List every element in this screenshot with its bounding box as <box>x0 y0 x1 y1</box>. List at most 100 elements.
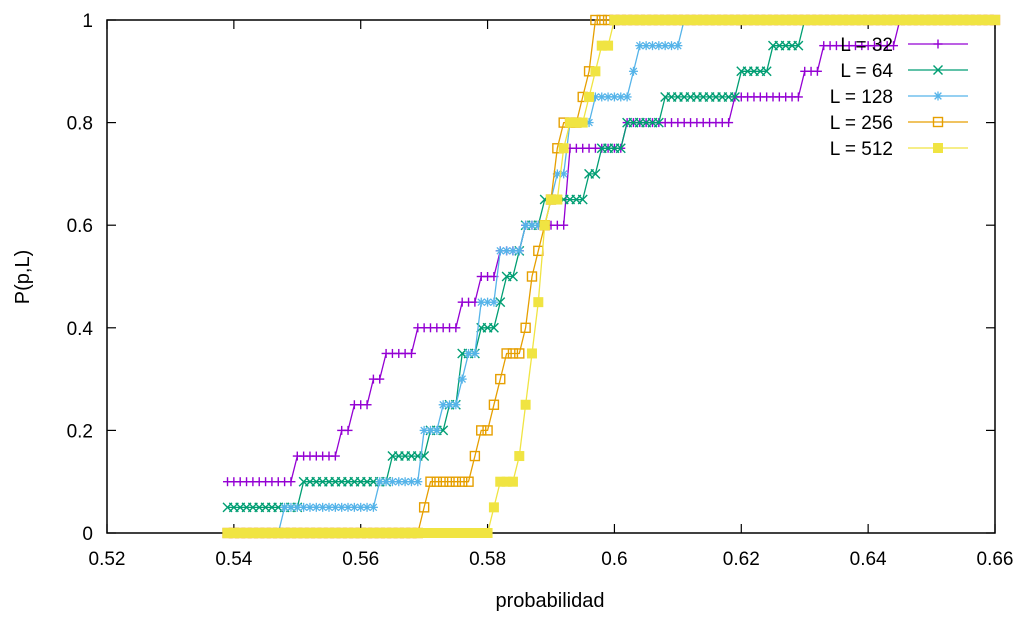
data-point <box>514 246 524 256</box>
series-layer <box>222 14 1001 539</box>
data-point <box>501 348 512 359</box>
data-point <box>286 477 296 487</box>
axis-ticks: 0.52 0.54 0.56 0.58 0.6 0.62 0.64 0.66 0 0.2 0.4 0.… <box>67 11 1014 570</box>
data-point <box>615 143 626 154</box>
data-point <box>603 40 614 51</box>
data-point <box>507 271 518 282</box>
x-tick-label: 0.52 <box>89 549 126 570</box>
data-point <box>635 41 645 51</box>
x-tick-label: 0.58 <box>469 549 506 570</box>
data-point <box>889 41 899 51</box>
data-point <box>514 451 525 462</box>
x-tick-label: 0.64 <box>850 549 887 570</box>
data-point <box>343 425 353 435</box>
x-tick-label: 0.66 <box>977 549 1014 570</box>
y-tick-label: 0.2 <box>67 421 93 442</box>
data-point <box>469 450 481 462</box>
data-point <box>375 374 385 384</box>
data-point <box>559 220 569 230</box>
data-point <box>451 323 461 333</box>
data-point <box>418 502 430 513</box>
data-point <box>431 476 443 487</box>
x-tick-label: 0.54 <box>215 549 252 570</box>
data-point <box>526 271 538 282</box>
data-point <box>444 476 455 487</box>
data-point <box>482 425 493 436</box>
series-l-512 <box>222 15 1000 538</box>
data-point <box>362 400 372 410</box>
data-point <box>476 425 487 436</box>
data-point <box>318 502 328 512</box>
data-point <box>445 400 455 410</box>
legend-label: L = 512 <box>830 139 893 160</box>
data-point <box>292 502 302 512</box>
data-point <box>464 348 474 358</box>
data-point <box>577 194 588 205</box>
data-point <box>463 476 474 487</box>
data-point <box>337 502 347 512</box>
y-tick-label: 0.6 <box>67 216 93 237</box>
legend-label: L = 256 <box>830 113 893 134</box>
data-point <box>470 348 480 358</box>
x-axis-title: probabilidad <box>496 590 605 612</box>
data-point <box>488 399 500 410</box>
data-point <box>622 92 632 102</box>
data-point <box>457 476 468 487</box>
legend-entry: L = 512 <box>830 139 968 160</box>
data-point <box>299 502 309 512</box>
data-point <box>489 297 499 307</box>
data-point <box>526 348 537 359</box>
y-tick-label: 1 <box>82 11 93 32</box>
data-point <box>761 66 772 77</box>
data-point <box>368 502 378 512</box>
data-point <box>451 400 461 410</box>
data-point <box>990 15 1000 25</box>
data-point <box>406 348 416 358</box>
data-point <box>507 348 519 359</box>
data-point <box>457 374 467 384</box>
data-point <box>577 117 588 128</box>
data-point <box>590 14 601 26</box>
x-tick-label: 0.56 <box>342 549 379 570</box>
legend: L = 32 L = 64 L = 128 L = 256 L = 512 <box>830 35 968 160</box>
legend-entry: L = 256 <box>830 113 968 134</box>
data-point <box>450 476 462 487</box>
data-point <box>933 91 943 101</box>
plot-frame <box>106 19 996 534</box>
data-point <box>507 476 518 487</box>
data-point <box>628 66 638 76</box>
y-tick-label: 0.8 <box>67 114 93 135</box>
data-point <box>425 476 436 487</box>
data-point <box>584 91 595 102</box>
y-tick-label: 0.4 <box>67 319 94 340</box>
data-point <box>558 143 569 154</box>
legend-entry: L = 64 <box>840 61 968 82</box>
data-point <box>482 528 493 538</box>
data-point <box>793 40 804 51</box>
data-point <box>514 348 525 359</box>
data-point <box>413 477 423 487</box>
data-point <box>933 65 943 75</box>
plot-border <box>106 19 996 534</box>
data-point <box>520 322 531 333</box>
data-point <box>349 502 359 512</box>
data-point <box>724 118 734 128</box>
x-tick-label: 0.6 <box>601 549 627 570</box>
data-point <box>520 399 531 410</box>
y-axis-title: P(p,L) <box>12 250 34 304</box>
data-point <box>653 117 664 128</box>
data-point <box>533 297 544 308</box>
data-point <box>432 425 442 435</box>
data-point <box>437 476 449 487</box>
data-point <box>654 41 664 51</box>
x-tick-label: 0.62 <box>723 549 760 570</box>
legend-label: L = 32 <box>840 35 893 56</box>
data-point <box>286 502 296 512</box>
data-point <box>793 92 803 102</box>
y-tick-label: 0 <box>82 524 93 545</box>
data-point <box>729 91 740 102</box>
data-point <box>933 39 943 49</box>
data-point <box>933 143 943 153</box>
legend-entry: L = 128 <box>830 87 968 108</box>
